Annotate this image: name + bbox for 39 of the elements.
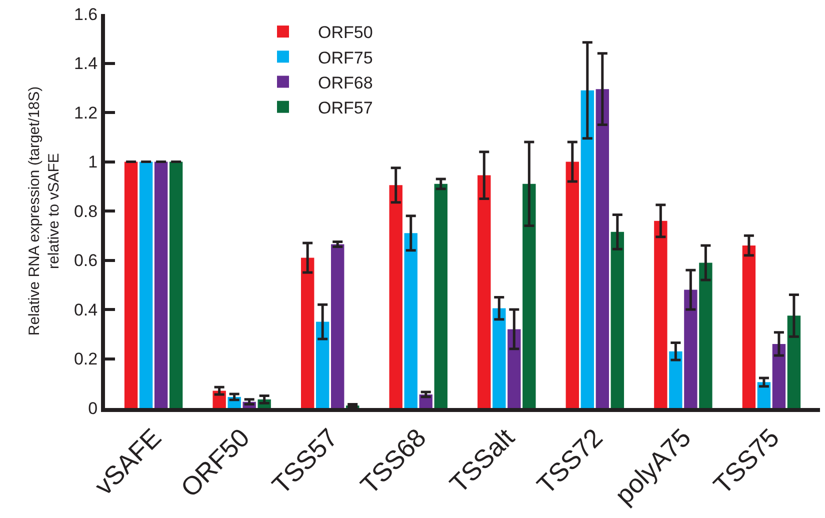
bar: [684, 290, 698, 408]
bar: [787, 316, 801, 408]
bar: [522, 184, 536, 408]
bar: [566, 162, 579, 408]
legend-label: ORF50: [318, 23, 373, 42]
y-tick-label: 0.8: [74, 202, 98, 221]
bar: [580, 90, 594, 408]
bar: [772, 344, 786, 408]
bar: [330, 244, 344, 408]
bar: [669, 351, 682, 408]
y-tick-label: 0.6: [74, 251, 98, 270]
bar: [699, 262, 712, 408]
y-tick-label: 1: [88, 152, 98, 172]
bar: [389, 185, 402, 408]
y-tick-label: 0.2: [74, 350, 98, 369]
y-tick-label: 1.2: [74, 103, 98, 122]
bar: [154, 162, 168, 408]
bar: [478, 175, 491, 408]
bar: [139, 162, 153, 408]
legend-label: ORF75: [318, 48, 373, 68]
bar: [742, 245, 756, 408]
bar: [596, 89, 610, 408]
bar: [124, 162, 138, 408]
y-axis-title: Relative RNA expression (target/18S) relative to vSAFE: [26, 86, 63, 336]
y-tick-label: 0: [88, 398, 98, 418]
bar: [434, 184, 448, 408]
bar: [404, 233, 418, 408]
bar: [492, 308, 506, 408]
legend-label: ORF57: [318, 98, 373, 118]
bar: [169, 162, 183, 408]
bar: [508, 329, 521, 408]
bar: [316, 322, 330, 408]
bar: [300, 258, 314, 408]
legend-label: ORF68: [318, 73, 373, 92]
y-tick-label: 0.4: [74, 300, 98, 320]
bar: [654, 220, 668, 408]
y-tick-label: 1.4: [74, 54, 98, 74]
bar: [610, 232, 624, 408]
y-tick-label: 1.6: [74, 4, 98, 24]
